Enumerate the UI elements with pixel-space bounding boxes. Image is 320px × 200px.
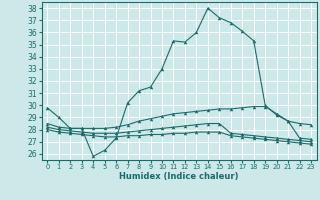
X-axis label: Humidex (Indice chaleur): Humidex (Indice chaleur) bbox=[119, 172, 239, 181]
